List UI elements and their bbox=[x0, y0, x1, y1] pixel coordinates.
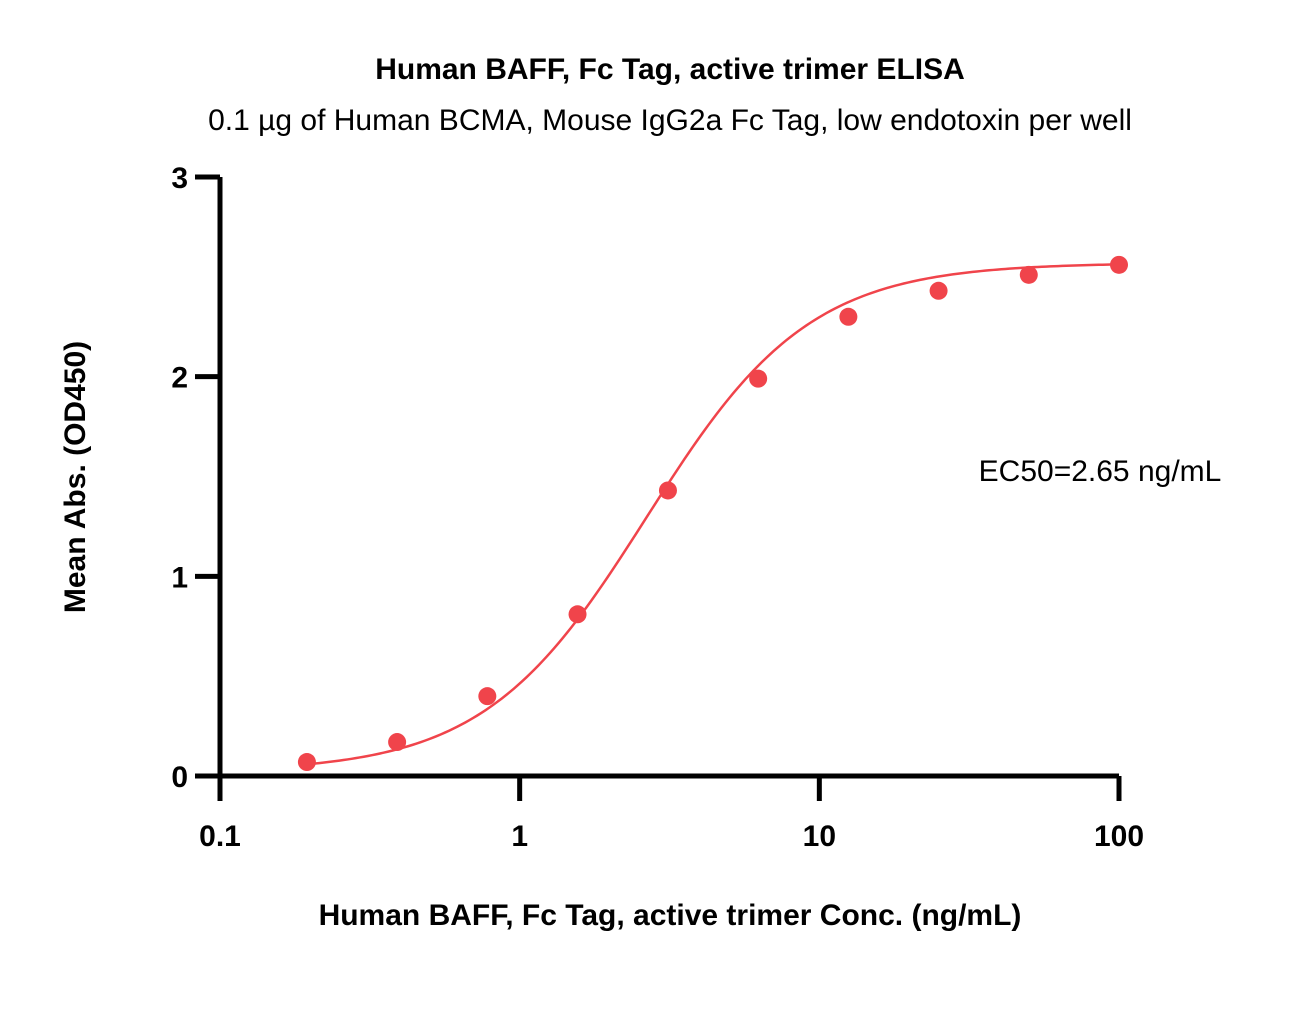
data-point bbox=[297, 753, 316, 772]
data-point bbox=[658, 481, 677, 500]
axes: 0 1 2 3 0.1 1 10 100 bbox=[171, 162, 1144, 853]
ec50-annotation: EC50=2.65 ng/mL bbox=[979, 455, 1222, 488]
data-point bbox=[478, 687, 497, 706]
y-tick-label: 0 bbox=[171, 761, 188, 794]
y-tick-label: 3 bbox=[171, 162, 188, 195]
chart-title: Human BAFF, Fc Tag, active trimer ELISA bbox=[375, 53, 965, 86]
y-tick-label: 1 bbox=[171, 561, 188, 594]
x-tick-label: 1 bbox=[511, 820, 528, 853]
chart-subtitle: 0.1 µg of Human BCMA, Mouse IgG2a Fc Tag… bbox=[208, 104, 1132, 137]
data-point bbox=[839, 307, 858, 326]
data-point bbox=[749, 369, 768, 388]
data-point bbox=[1110, 255, 1128, 274]
y-tick-label: 2 bbox=[171, 362, 188, 395]
x-tick-label: 10 bbox=[803, 820, 836, 853]
x-tick-label: 100 bbox=[1094, 820, 1144, 853]
x-tick-label: 0.1 bbox=[199, 820, 241, 853]
fit-curve-layer bbox=[306, 263, 1120, 766]
data-point bbox=[568, 605, 587, 624]
y-axis-label: Mean Abs. (OD450) bbox=[59, 341, 92, 613]
data-point bbox=[388, 733, 407, 752]
x-axis-label: Human BAFF, Fc Tag, active trimer Conc. … bbox=[319, 899, 1022, 932]
data-points-layer bbox=[297, 255, 1128, 772]
data-point bbox=[929, 281, 948, 300]
fit-curve bbox=[306, 263, 1120, 766]
data-point bbox=[1019, 265, 1038, 284]
